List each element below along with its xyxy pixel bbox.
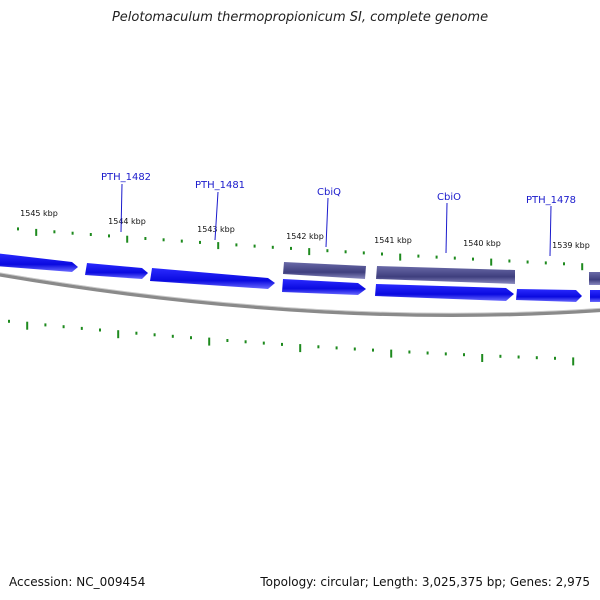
gene-arrow[interactable] [516,289,582,302]
gene-label-cbiq: CbiQ [317,187,341,198]
kbp-label: 1542 kbp [286,232,324,241]
genome-title: Pelotomaculum thermopropionicum SI, comp… [111,10,489,25]
kbp-tick-marks [8,227,584,366]
gene-arrow[interactable] [375,284,514,301]
gene-label-line [214,191,219,241]
kbp-label: 1539 kbp [552,241,590,250]
kbp-label: 1545 kbp [20,209,58,218]
gene-label-cbio: CbiO [437,192,461,203]
kbp-label: 1541 kbp [374,236,412,245]
gene-arrow[interactable] [150,268,275,289]
gene-arrow[interactable] [589,272,600,285]
gene-arrow-cbiq[interactable] [283,262,366,279]
gene-label-pth-1478: PTH_1478 [526,195,576,206]
genome-backbone [0,273,600,317]
kbp-label: 1540 kbp [463,239,501,248]
gene-arrow[interactable] [85,263,148,279]
genome-summary: Topology: circular; Length: 3,025,375 bp… [260,575,590,589]
gene-label-line [120,183,123,233]
gene-label-pth-1481: PTH_1481 [195,180,245,191]
gene-arrow[interactable] [590,290,600,302]
kbp-label: 1544 kbp [108,217,146,226]
gene-arrow-cbio[interactable] [376,266,515,284]
gene-arrow[interactable] [282,279,366,295]
accession-label: Accession: NC_009454 [9,575,146,589]
gene-label-line [445,202,448,254]
gene-arrow[interactable] [0,253,78,272]
gene-label-line [549,205,552,257]
gene-label-line [325,197,329,248]
gene-label-pth-1482: PTH_1482 [101,172,151,183]
